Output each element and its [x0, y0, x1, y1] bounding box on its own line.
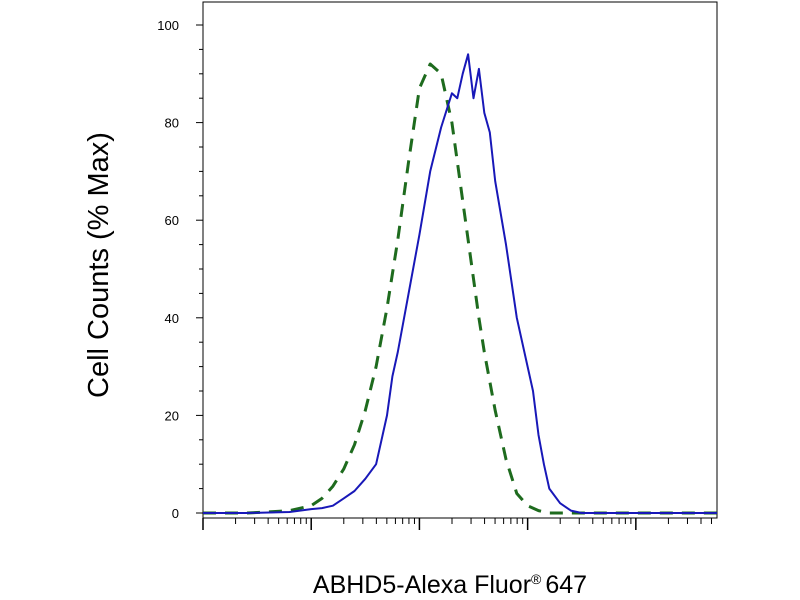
- y-axis: 0 20 40 60 80 100: [157, 18, 203, 521]
- series-line-1-dashed: [203, 62, 717, 515]
- y-axis-label: Cell Counts (% Max): [83, 132, 115, 398]
- series-layer: [203, 53, 717, 515]
- plot-frame: [202, 1, 718, 519]
- series-line-2-solid: [203, 53, 717, 514]
- y-tick-label: 60: [165, 213, 179, 228]
- y-tick-label: 100: [157, 18, 179, 33]
- x-axis-label-suffix: 647: [545, 571, 587, 599]
- y-tick-label: 0: [172, 506, 179, 521]
- x-axis-label-main: ABHD5-Alexa Fluor: [313, 571, 531, 599]
- y-tick-label: 20: [165, 408, 179, 423]
- y-tick-label: 80: [165, 116, 179, 131]
- x-axis-label: ABHD5-Alexa Fluor® 647: [313, 571, 587, 599]
- x-axis: [202, 518, 712, 530]
- y-tick-label: 40: [165, 311, 179, 326]
- x-axis-label-superscript: ®: [531, 571, 542, 587]
